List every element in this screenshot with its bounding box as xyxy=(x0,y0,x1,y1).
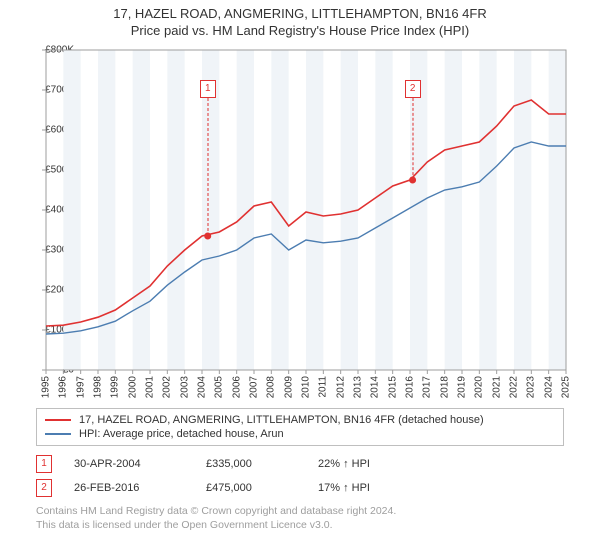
chart-legend: 17, HAZEL ROAD, ANGMERING, LITTLEHAMPTON… xyxy=(36,408,564,446)
x-tick-label: 2016 xyxy=(405,376,416,398)
sale-event-1-date: 30-APR-2004 xyxy=(74,458,184,470)
sale-event-1: 1 30-APR-2004 £335,000 22% ↑ HPI xyxy=(36,452,564,476)
legend-label-hpi: HPI: Average price, detached house, Arun xyxy=(79,428,284,440)
event-marker-line-2 xyxy=(412,98,413,180)
event-marker-line-1 xyxy=(207,98,208,236)
sale-event-1-delta: 22% ↑ HPI xyxy=(318,458,370,470)
x-tick-label: 1998 xyxy=(93,376,104,398)
legend-row-property: 17, HAZEL ROAD, ANGMERING, LITTLEHAMPTON… xyxy=(45,413,555,427)
sale-event-2-amount: £475,000 xyxy=(206,482,296,494)
attribution: Contains HM Land Registry data © Crown c… xyxy=(36,504,564,532)
sale-event-2: 2 26-FEB-2016 £475,000 17% ↑ HPI xyxy=(36,476,564,500)
x-tick-label: 2008 xyxy=(266,376,277,398)
x-tick-label: 2005 xyxy=(214,376,225,398)
price-chart: 12 xyxy=(46,50,566,370)
attribution-line-1: Contains HM Land Registry data © Crown c… xyxy=(36,504,564,518)
x-tick-label: 2010 xyxy=(301,376,312,398)
x-tick-label: 1996 xyxy=(58,376,69,398)
x-tick-label: 2025 xyxy=(561,376,572,398)
x-tick-label: 2015 xyxy=(387,376,398,398)
x-tick-label: 2023 xyxy=(526,376,537,398)
x-tick-label: 1997 xyxy=(75,376,86,398)
event-marker-box-1: 1 xyxy=(200,80,216,98)
sale-event-2-num: 2 xyxy=(36,479,52,497)
x-tick-label: 2004 xyxy=(197,376,208,398)
x-tick-label: 2012 xyxy=(335,376,346,398)
event-marker-box-2: 2 xyxy=(405,80,421,98)
legend-row-hpi: HPI: Average price, detached house, Arun xyxy=(45,427,555,441)
x-tick-label: 2024 xyxy=(543,376,554,398)
sale-event-2-date: 26-FEB-2016 xyxy=(74,482,184,494)
x-tick-label: 1995 xyxy=(41,376,52,398)
x-tick-label: 2020 xyxy=(474,376,485,398)
x-tick-label: 2018 xyxy=(439,376,450,398)
x-tick-label: 2001 xyxy=(145,376,156,398)
x-tick-label: 2006 xyxy=(231,376,242,398)
x-tick-label: 2007 xyxy=(249,376,260,398)
x-tick-label: 2019 xyxy=(457,376,468,398)
x-tick-label: 2017 xyxy=(422,376,433,398)
x-tick-label: 2021 xyxy=(491,376,502,398)
x-tick-label: 2022 xyxy=(509,376,520,398)
x-tick-label: 1999 xyxy=(110,376,121,398)
sale-events: 1 30-APR-2004 £335,000 22% ↑ HPI 2 26-FE… xyxy=(36,452,564,500)
x-tick-label: 2014 xyxy=(370,376,381,398)
sale-event-1-amount: £335,000 xyxy=(206,458,296,470)
legend-swatch-hpi xyxy=(45,433,71,435)
sale-event-2-delta: 17% ↑ HPI xyxy=(318,482,370,494)
legend-swatch-property xyxy=(45,419,71,421)
sale-event-1-num: 1 xyxy=(36,455,52,473)
attribution-line-2: This data is licensed under the Open Gov… xyxy=(36,518,564,532)
page-subtitle: Price paid vs. HM Land Registry's House … xyxy=(0,23,600,40)
x-tick-label: 2003 xyxy=(179,376,190,398)
x-tick-label: 2013 xyxy=(353,376,364,398)
page-title: 17, HAZEL ROAD, ANGMERING, LITTLEHAMPTON… xyxy=(0,6,600,23)
x-tick-label: 2009 xyxy=(283,376,294,398)
legend-label-property: 17, HAZEL ROAD, ANGMERING, LITTLEHAMPTON… xyxy=(79,414,484,426)
x-tick-label: 2000 xyxy=(127,376,138,398)
x-tick-label: 2002 xyxy=(162,376,173,398)
x-tick-label: 2011 xyxy=(318,376,329,398)
